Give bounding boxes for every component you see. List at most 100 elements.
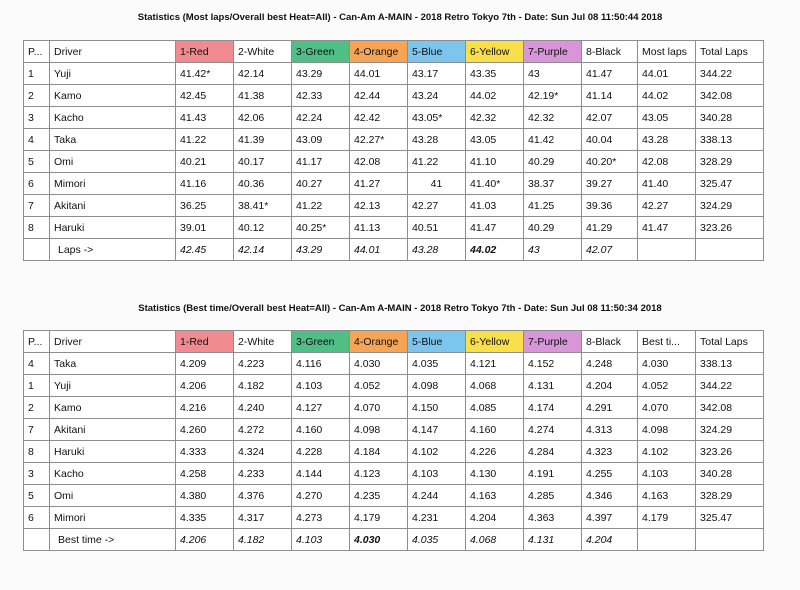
driver-header[interactable]: Driver: [49, 330, 176, 353]
footer-cell: 42.07: [581, 238, 638, 261]
most-laps-title: Statistics (Most laps/Overall best Heat=…: [137, 12, 663, 23]
table-cell: 342.08: [695, 396, 764, 419]
table-cell: 42.32: [465, 106, 524, 129]
table-cell: 41.17: [291, 150, 350, 173]
table-cell: 4.103: [637, 462, 696, 485]
table-cell: 4.070: [349, 396, 408, 419]
table-cell: 42.42: [349, 106, 408, 129]
table-cell: 344.22: [695, 374, 764, 397]
footer-cell: 4.035: [407, 528, 466, 551]
driver-header[interactable]: Driver: [49, 40, 176, 63]
table-cell: 42.14: [233, 62, 292, 85]
table-cell: 323.26: [695, 440, 764, 463]
pos-header[interactable]: P...: [23, 330, 50, 353]
table-cell: Yuji: [49, 62, 176, 85]
table-cell: 43.28: [637, 128, 696, 151]
table-cell: 42.08: [349, 150, 408, 173]
table-cell: Akitani: [49, 418, 176, 441]
table-cell: 4.258: [175, 462, 234, 485]
table-cell: 4.098: [407, 374, 466, 397]
white-lane-header[interactable]: 2-White: [233, 40, 292, 63]
table-cell: 344.22: [695, 62, 764, 85]
table-cell: 4.204: [581, 374, 638, 397]
footer-cell: [23, 238, 50, 261]
table-row: 2 Kamo 42.45 41.38 42.33 42.44 43.24 44.…: [23, 84, 764, 107]
table-cell: 4.116: [291, 352, 350, 375]
best-time-header[interactable]: Best ti...: [637, 330, 696, 353]
footer-cell: 43.28: [407, 238, 466, 261]
table-row: 7 Akitani 36.25 38.41* 41.22 42.13 42.27…: [23, 194, 764, 217]
red-lane-header[interactable]: 1-Red: [175, 330, 234, 353]
purple-lane-header[interactable]: 7-Purple: [523, 40, 582, 63]
table-row: 5 Omi 4.380 4.376 4.270 4.235 4.244 4.16…: [23, 484, 764, 507]
total-laps-header[interactable]: Total Laps: [695, 330, 764, 353]
table-cell: 41: [407, 172, 466, 195]
table-cell: Yuji: [49, 374, 176, 397]
table-cell: 4.323: [581, 440, 638, 463]
table-cell: 338.13: [695, 128, 764, 151]
table-cell: 40.20*: [581, 150, 638, 173]
table-cell: 41.22: [407, 150, 466, 173]
white-lane-header[interactable]: 2-White: [233, 330, 292, 353]
yellow-lane-header[interactable]: 6-Yellow: [465, 330, 524, 353]
table-cell: 43.35: [465, 62, 524, 85]
table-cell: 41.10: [465, 150, 524, 173]
table-cell: 40.25*: [291, 216, 350, 239]
table-cell: 4.284: [523, 440, 582, 463]
table-cell: 41.38: [233, 84, 292, 107]
footer-cell: 4.131: [523, 528, 582, 551]
table-cell: 4.098: [349, 418, 408, 441]
footer-cell: 4.204: [581, 528, 638, 551]
table-cell: 41.03: [465, 194, 524, 217]
table-cell: 41.42: [523, 128, 582, 151]
table-cell: 4.147: [407, 418, 466, 441]
black-lane-header[interactable]: 8-Black: [581, 330, 638, 353]
table-cell: 41.27: [349, 172, 408, 195]
table-cell: Omi: [49, 484, 176, 507]
table-cell: 4.035: [407, 352, 466, 375]
red-lane-header[interactable]: 1-Red: [175, 40, 234, 63]
table-cell: 4.103: [407, 462, 466, 485]
table-cell: 42.27*: [349, 128, 408, 151]
table-row: 3 Kacho 41.43 42.06 42.24 42.42 43.05* 4…: [23, 106, 764, 129]
table-cell: 4.273: [291, 506, 350, 529]
table-cell: 43.05: [637, 106, 696, 129]
table-cell: 4.052: [637, 374, 696, 397]
table-cell: 4.317: [233, 506, 292, 529]
yellow-lane-header[interactable]: 6-Yellow: [465, 40, 524, 63]
table-cell: Omi: [49, 150, 176, 173]
pos-header[interactable]: P...: [23, 40, 50, 63]
green-lane-header[interactable]: 3-Green: [291, 40, 350, 63]
table-cell: 4.123: [349, 462, 408, 485]
blue-lane-header[interactable]: 5-Blue: [407, 330, 466, 353]
total-laps-header[interactable]: Total Laps: [695, 40, 764, 63]
table-cell: 328.29: [695, 484, 764, 507]
table-cell: 44.01: [349, 62, 408, 85]
table-cell: 342.08: [695, 84, 764, 107]
table-cell: 4.070: [637, 396, 696, 419]
green-lane-header[interactable]: 3-Green: [291, 330, 350, 353]
most-laps-header[interactable]: Most laps: [637, 40, 696, 63]
table-cell: 4.260: [175, 418, 234, 441]
table-cell: 40.51: [407, 216, 466, 239]
orange-lane-header[interactable]: 4-Orange: [349, 40, 408, 63]
table-cell: 4.216: [175, 396, 234, 419]
header-row: P... Driver 1-Red 2-White 3-Green 4-Oran…: [23, 40, 764, 63]
table-cell: 41.16: [175, 172, 234, 195]
table-cell: 323.26: [695, 216, 764, 239]
table-cell: 8: [23, 440, 50, 463]
table-cell: 4.274: [523, 418, 582, 441]
table-cell: 4.030: [637, 352, 696, 375]
blue-lane-header[interactable]: 5-Blue: [407, 40, 466, 63]
table-cell: 40.29: [523, 216, 582, 239]
table-cell: 3: [23, 462, 50, 485]
table-cell: 4.313: [581, 418, 638, 441]
black-lane-header[interactable]: 8-Black: [581, 40, 638, 63]
purple-lane-header[interactable]: 7-Purple: [523, 330, 582, 353]
orange-lane-header[interactable]: 4-Orange: [349, 330, 408, 353]
table-cell: 4.397: [581, 506, 638, 529]
table-cell: 40.36: [233, 172, 292, 195]
table-cell: 4.272: [233, 418, 292, 441]
table-cell: 4.131: [523, 374, 582, 397]
footer-cell: [637, 238, 696, 261]
